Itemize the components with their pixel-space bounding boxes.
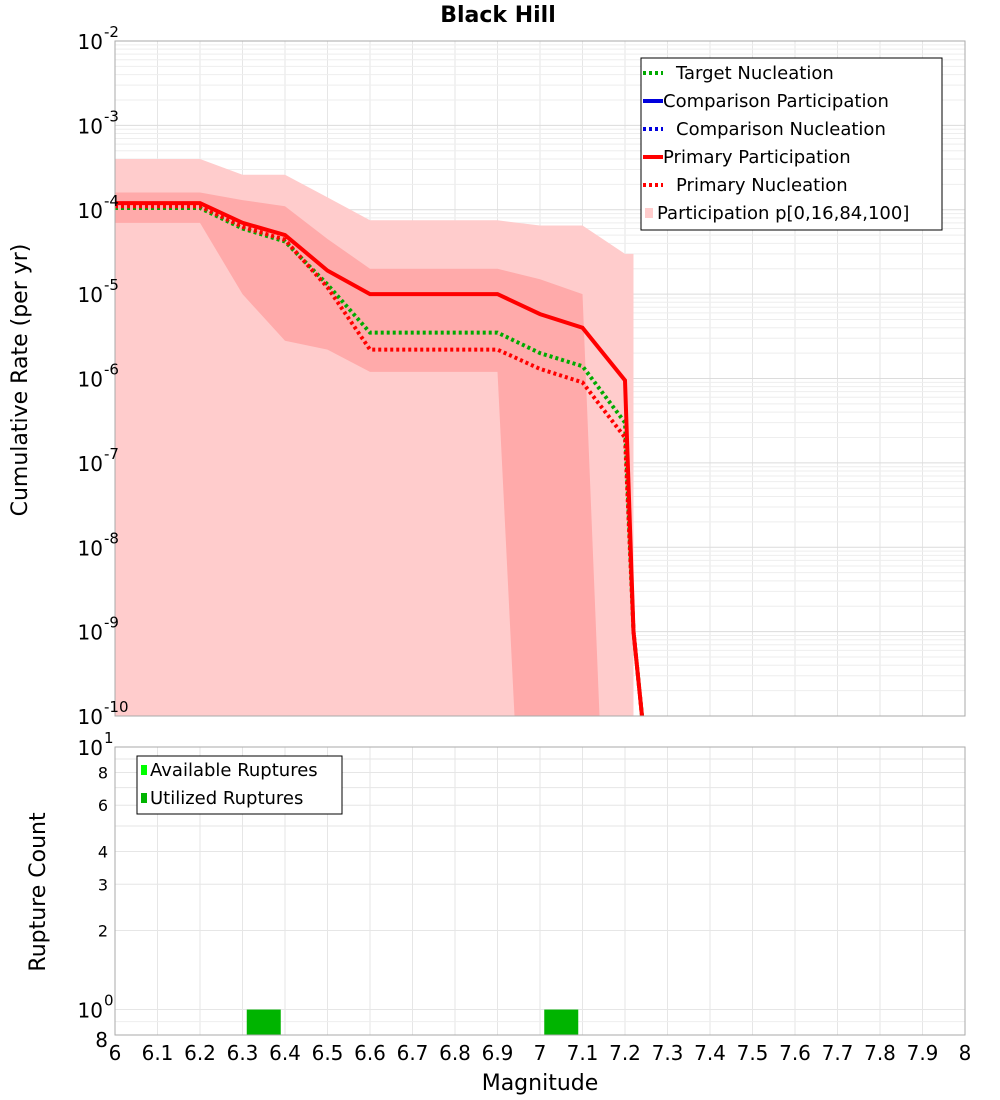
x-tick-label: 6.8 [439,1041,471,1065]
x-tick-label: 6.3 [227,1041,259,1065]
x-tick-label: 8 [959,1041,972,1065]
y-tick-label: 10 [78,114,103,138]
y-tick-exponent: -10 [104,698,129,716]
x-tick-label: 7.4 [694,1041,726,1065]
legend-label: Comparison Participation [663,91,889,112]
y-minor-tick-label: 6 [98,796,108,815]
bottom-grid [114,747,966,1035]
legend-label: Primary Participation [663,147,851,168]
bar-utilized-ruptures [544,1009,579,1035]
x-tick-label: 6 [109,1041,122,1065]
y-tick-label: 10 [78,621,103,645]
x-tick-label: 6.1 [142,1041,174,1065]
x-tick-label: 7.1 [567,1041,599,1065]
x-tick-label: 7.7 [822,1041,854,1065]
y-tick-label: 10 [78,705,103,729]
x-tick-label: 6.7 [397,1041,429,1065]
x-tick-label: 6.6 [354,1041,386,1065]
bar-utilized-ruptures [246,1009,281,1035]
series-line-primary-nucleation [115,204,644,717]
x-tick-label: 6.9 [482,1041,514,1065]
y-tick-exponent: 0 [104,992,114,1010]
bottom-bars [246,1009,579,1035]
x-tick-label: 7.6 [779,1041,811,1065]
top-plot-border [114,40,966,717]
legend-label: Available Ruptures [150,760,318,781]
y-minor-tick-label: 3 [98,875,108,894]
chart-title: Black Hill [440,3,556,28]
y-tick-label: 10 [78,30,103,54]
y-tick-exponent: -4 [104,192,119,210]
x-tick-label: 6.5 [312,1041,344,1065]
y-tick-exponent: -3 [104,107,119,125]
legend-label: Target Nucleation [675,63,834,84]
y-tick-label: 10 [78,452,103,476]
legend-box [640,57,943,231]
y-minor-tick-label: 8 [95,1028,108,1052]
legend-swatch [141,793,147,803]
y-tick-label: 10 [78,536,103,560]
top-legend: Target Nucleation Comparison Participatio… [640,57,943,231]
y-tick-exponent: -5 [104,276,119,294]
y-tick-label: 10 [78,368,103,392]
x-tick-label: 7.5 [737,1041,769,1065]
band-p16-p84 [115,192,600,717]
top-y-axis-label: Cumulative Rate (per yr) [8,244,33,517]
y-tick-exponent: 1 [104,729,114,747]
top-lines [115,201,644,717]
y-minor-tick-label: 4 [98,842,108,861]
x-tick-label: 7 [534,1041,547,1065]
y-tick-label: 10 [78,736,103,760]
x-tick-label: 7.3 [652,1041,684,1065]
x-tick-label: 7.2 [609,1041,641,1065]
legend-swatch [141,765,147,775]
y-minor-tick-label: 2 [98,922,108,941]
legend-label: Utilized Ruptures [150,788,303,809]
x-tick-label: 6.4 [269,1041,301,1065]
bottom-legend: Available Ruptures Utilized Ruptures [136,755,343,815]
x-tick-label: 6.2 [184,1041,216,1065]
y-tick-label: 10 [78,999,103,1023]
x-ticks: 6 6.1 6.2 6.3 6.4 6.5 6.6 6.7 6.8 6.9 7 7.1 7.2 7.3 7.… [109,1041,972,1065]
y-tick-exponent: -7 [104,445,119,463]
legend-swatch [645,208,653,218]
x-axis-label: Magnitude [482,1071,599,1096]
legend-label: Comparison Nucleation [676,119,886,140]
y-tick-exponent: -6 [104,361,119,379]
bottom-y-axis-label: Rupture Count [26,812,51,972]
top-bands [115,158,634,717]
y-tick-exponent: -8 [104,529,119,547]
y-tick-label: 10 [78,283,103,307]
legend-label: Participation p[0,16,84,100] [657,203,909,224]
series-line-primary-participation [115,201,644,717]
y-tick-exponent: -9 [104,614,119,632]
legend-box [136,755,343,815]
x-tick-label: 7.8 [864,1041,896,1065]
bottom-plot-border [114,746,966,1036]
x-tick-label: 7.9 [907,1041,939,1065]
top-y-ticks: 10-210-310-410-510-610-710-810-910-10 [78,23,129,729]
y-tick-label: 10 [78,199,103,223]
y-minor-tick-label: 8 [98,763,108,782]
y-tick-exponent: -2 [104,23,119,41]
legend-label: Primary Nucleation [676,175,848,196]
